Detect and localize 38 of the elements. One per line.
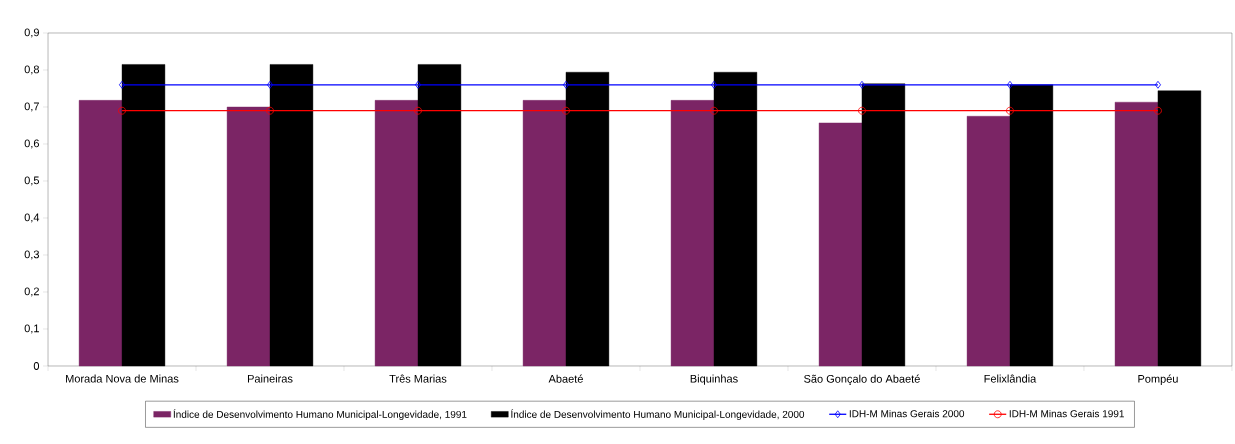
y-tick-label: 0,5 bbox=[24, 176, 40, 186]
x-tick-label: Morada Nova de Minas bbox=[66, 374, 179, 383]
bar bbox=[1009, 84, 1054, 367]
bar bbox=[966, 116, 1011, 367]
bar bbox=[818, 122, 863, 367]
bar bbox=[269, 64, 314, 367]
y-tick-label: 0,7 bbox=[24, 102, 39, 112]
bar bbox=[417, 64, 462, 367]
y-tick-label: 0,6 bbox=[24, 139, 39, 149]
legend-label: Índice de Desenvolvimento Humano Municipal-Longevidade, 2000 bbox=[511, 409, 805, 420]
bar bbox=[78, 100, 123, 367]
bar bbox=[861, 83, 906, 367]
x-tick-label: Paineiras bbox=[247, 374, 293, 383]
legend-label: Índice de Desenvolvimento Humano Municipal-Longevidade, 1991 bbox=[173, 409, 467, 420]
bar bbox=[374, 100, 419, 367]
bar bbox=[121, 64, 166, 367]
y-tick-label: 0,4 bbox=[24, 213, 40, 223]
legend-label: IDH-M Minas Gerais 1991 bbox=[1009, 409, 1124, 418]
y-tick-label: 0,8 bbox=[24, 65, 39, 75]
x-tick-label: Felixlândia bbox=[984, 374, 1037, 383]
y-tick-label: 0 bbox=[33, 362, 40, 370]
y-tick-label: 0,3 bbox=[24, 250, 39, 260]
bar bbox=[226, 106, 271, 367]
bar bbox=[1157, 90, 1202, 367]
x-tick-label: Biquinhas bbox=[690, 374, 738, 385]
x-tick-label: Pompéu bbox=[1138, 374, 1178, 385]
legend-label: IDH-M Minas Gerais 2000 bbox=[849, 409, 965, 418]
bar bbox=[522, 100, 567, 367]
x-tick-label: Abaeté bbox=[548, 374, 583, 383]
bar bbox=[670, 100, 715, 367]
bar bbox=[565, 72, 610, 367]
x-tick-label: São Gonçalo do Abaeté bbox=[804, 374, 920, 385]
y-tick-label: 0,1 bbox=[24, 324, 39, 334]
bar bbox=[713, 72, 758, 367]
y-tick-label: 0,2 bbox=[24, 287, 39, 297]
x-tick-label: Três Marias bbox=[389, 374, 447, 383]
y-tick-label: 0,9 bbox=[24, 28, 39, 38]
bar bbox=[1114, 101, 1159, 367]
